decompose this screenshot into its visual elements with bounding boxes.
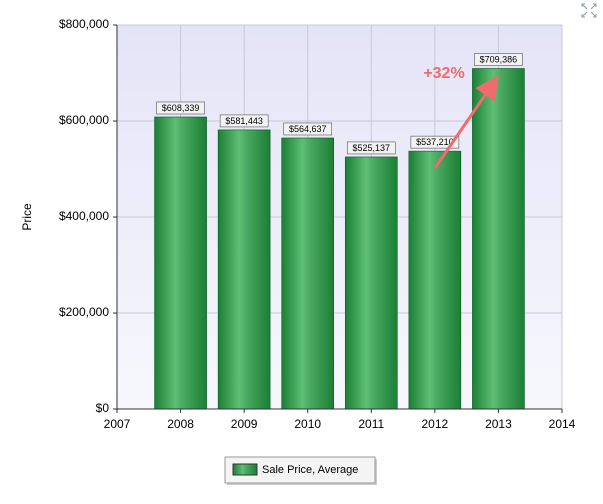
bar xyxy=(344,156,398,410)
annotation: +32% xyxy=(423,65,464,82)
x-tick-label: 2013 xyxy=(485,417,512,431)
x-tick-label: 2010 xyxy=(294,417,321,431)
value-label-box xyxy=(219,114,269,128)
bar xyxy=(154,116,207,410)
bar xyxy=(408,150,462,410)
y-tick-label: $200,000 xyxy=(59,305,109,319)
legend-swatch xyxy=(232,463,258,476)
value-label: $564,637 xyxy=(289,124,327,134)
x-tick-label: 2011 xyxy=(358,417,384,431)
value-label: $525,137 xyxy=(353,143,391,153)
bar xyxy=(217,129,271,410)
x-tick-label: 2012 xyxy=(422,417,449,431)
legend: Sale Price, Average xyxy=(224,456,377,485)
bar xyxy=(472,68,525,410)
value-label: $608,339 xyxy=(162,103,200,113)
y-axis-label: Price xyxy=(20,203,34,231)
x-tick-label: 2008 xyxy=(167,417,194,431)
value-label: $709,386 xyxy=(480,54,518,64)
x-tick-label: 2014 xyxy=(549,417,576,431)
expand-icon[interactable] xyxy=(581,3,597,18)
value-label-box xyxy=(346,141,396,155)
y-tick-label: $800,000 xyxy=(59,17,109,31)
value-label: $537,210 xyxy=(416,137,454,147)
legend-label: Sale Price, Average xyxy=(262,464,358,476)
y-tick-label: $0 xyxy=(96,401,110,415)
value-label-box xyxy=(474,53,523,66)
value-label-box xyxy=(410,135,460,149)
y-tick-label: $600,000 xyxy=(59,113,109,127)
value-label-box xyxy=(156,101,205,115)
bar xyxy=(281,137,335,410)
value-label-box xyxy=(283,122,333,136)
x-tick-label: 2009 xyxy=(231,417,258,431)
x-tick-label: 2007 xyxy=(104,417,131,431)
y-tick-label: $400,000 xyxy=(59,209,109,223)
value-label: $581,443 xyxy=(225,116,263,126)
annotation-arrow xyxy=(433,75,499,169)
